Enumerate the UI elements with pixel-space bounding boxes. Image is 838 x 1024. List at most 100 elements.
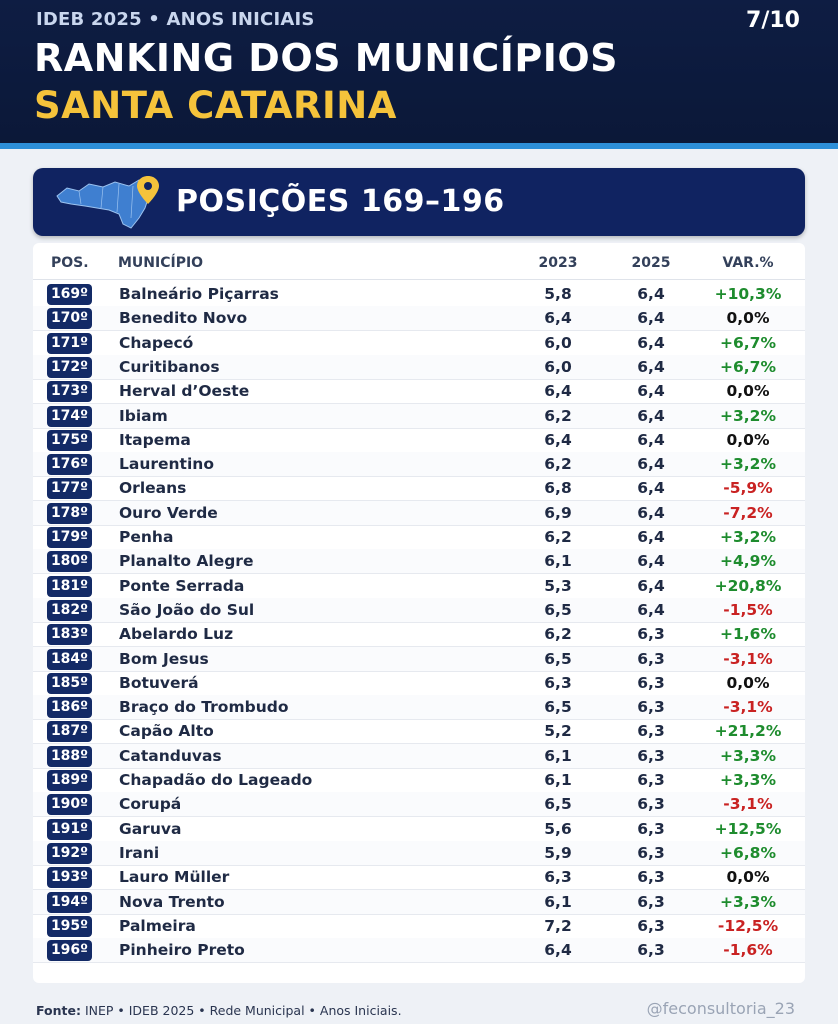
ideb-2025-value: 6,4 (637, 285, 665, 303)
position-badge: 186º (47, 697, 92, 719)
municipio-name: Penha (119, 528, 174, 546)
table-row: 171º Chapecó 6,0 6,4 +6,7% (33, 331, 805, 356)
ideb-2023-value: 6,5 (544, 600, 572, 619)
variation-value: +3,2% (720, 406, 776, 425)
ideb-2025-value: 6,3 (637, 941, 665, 960)
table-row: 175º Itapema 6,4 6,4 0,0% (33, 428, 805, 453)
position-badge: 192º (47, 842, 92, 864)
ideb-2023-value: 6,9 (544, 503, 572, 522)
municipio-name: Chapecó (119, 333, 194, 352)
ideb-2025-value: 6,3 (637, 625, 665, 644)
table-row: 180º Planalto Alegre 6,1 6,4 +4,9% (33, 549, 805, 575)
variation-value: +6,7% (720, 357, 776, 376)
footer-source: Fonte: INEP • IDEB 2025 • Rede Municipal… (36, 1003, 402, 1018)
variation-value: +3,2% (720, 528, 776, 546)
column-header-pos: POS. (51, 255, 89, 271)
position-badge: 187º (47, 721, 92, 743)
municipio-name: Abelardo Luz (119, 625, 234, 644)
santa-catarina-map-pin-icon (56, 176, 159, 229)
table-row: 173º Herval d’Oeste 6,4 6,4 0,0% (33, 379, 805, 405)
municipio-name: Botuverá (119, 673, 199, 692)
variation-value: +12,5% (714, 819, 782, 838)
variation-value: +10,3% (714, 285, 782, 303)
ideb-2023-value: 6,5 (544, 795, 572, 814)
variation-value: -3,1% (723, 649, 773, 668)
table-row: 170º Benedito Novo 6,4 6,4 0,0% (33, 306, 805, 332)
municipio-name: Herval d’Oeste (119, 382, 250, 401)
ideb-2023-value: 5,9 (544, 843, 572, 862)
variation-value: -12,5% (717, 916, 779, 935)
page-title: RANKING DOS MUNICÍPIOS (34, 36, 619, 80)
ideb-2025-value: 6,3 (637, 795, 665, 814)
footer-source-text: INEP • IDEB 2025 • Rede Municipal • Anos… (80, 1003, 402, 1018)
position-badge: 180º (47, 551, 92, 573)
table-row: 184º Bom Jesus 6,5 6,3 -3,1% (33, 646, 805, 672)
ideb-2025-value: 6,3 (637, 673, 665, 692)
ideb-2025-value: 6,3 (637, 698, 665, 717)
position-badge: 184º (47, 648, 92, 670)
variation-value: 0,0% (726, 868, 770, 887)
position-badge: 195º (47, 915, 92, 937)
municipio-name: Corupá (119, 795, 182, 814)
ideb-2025-value: 6,4 (637, 430, 665, 449)
variation-value: +4,9% (720, 552, 776, 571)
column-header-municipio: MUNICÍPIO (118, 255, 204, 271)
position-badge: 179º (47, 527, 92, 548)
municipio-name: Itapema (119, 430, 191, 449)
variation-value: +3,2% (720, 455, 776, 474)
ideb-2023-value: 6,2 (544, 406, 572, 425)
table-row: 172º Curitibanos 6,0 6,4 +6,7% (33, 354, 805, 380)
table-row: 189º Chapadão do Lageado 6,1 6,3 +3,3% (33, 768, 805, 793)
ideb-2025-value: 6,4 (637, 503, 665, 522)
column-header-var: VAR.% (722, 255, 774, 271)
variation-value: -5,9% (723, 479, 773, 498)
ideb-2023-value: 5,2 (544, 722, 572, 741)
position-badge: 185º (47, 672, 92, 694)
variation-value: +6,7% (720, 333, 776, 352)
table-row: 174º Ibiam 6,2 6,4 +3,2% (33, 403, 805, 429)
ideb-2025-value: 6,4 (637, 600, 665, 619)
ideb-2023-value: 6,5 (544, 698, 572, 717)
table-row: 191º Garuva 5,6 6,3 +12,5% (33, 817, 805, 842)
ideb-2023-value: 6,4 (544, 430, 572, 449)
municipio-name: Benedito Novo (119, 309, 248, 328)
municipio-name: Balneário Piçarras (119, 285, 279, 303)
position-badge: 194º (47, 891, 92, 913)
ideb-2025-value: 6,3 (637, 892, 665, 911)
municipio-name: Garuva (119, 819, 182, 838)
column-header-2023: 2023 (538, 255, 578, 271)
municipio-name: Braço do Trombudo (119, 698, 289, 717)
ideb-2023-value: 6,1 (544, 746, 572, 765)
municipio-name: Bom Jesus (119, 649, 209, 668)
table-row: 187º Capão Alto 5,2 6,3 +21,2% (33, 719, 805, 745)
banner-title: POSIÇÕES 169–196 (176, 184, 505, 219)
ideb-2025-value: 6,4 (637, 382, 665, 401)
table-row: 192º Irani 5,9 6,3 +6,8% (33, 840, 805, 866)
ideb-2025-value: 6,4 (637, 576, 665, 595)
column-header-2025: 2025 (631, 255, 671, 271)
variation-value: -3,1% (723, 698, 773, 717)
ideb-2023-value: 5,8 (544, 285, 572, 303)
header: IDEB 2025 • ANOS INICIAIS 7/10 RANKING D… (0, 0, 838, 143)
municipio-name: Ponte Serrada (119, 576, 245, 595)
variation-value: 0,0% (726, 430, 770, 449)
position-badge: 172º (47, 356, 92, 378)
ideb-2023-value: 5,6 (544, 819, 572, 838)
table-row: 194º Nova Trento 6,1 6,3 +3,3% (33, 889, 805, 915)
ideb-2025-value: 6,3 (637, 916, 665, 935)
position-badge: 190º (47, 794, 92, 816)
positions-banner: POSIÇÕES 169–196 (33, 168, 805, 236)
ideb-2025-value: 6,4 (637, 309, 665, 328)
ideb-2025-value: 6,4 (637, 552, 665, 571)
municipio-name: Pinheiro Preto (119, 941, 245, 960)
variation-value: +3,3% (720, 771, 776, 789)
table-row: 193º Lauro Müller 6,3 6,3 0,0% (33, 865, 805, 891)
variation-value: 0,0% (726, 673, 770, 692)
position-badge: 175º (47, 429, 92, 451)
municipio-name: Orleans (119, 479, 187, 498)
ideb-2025-value: 6,3 (637, 819, 665, 838)
table-row: 195º Palmeira 7,2 6,3 -12,5% (33, 914, 805, 939)
ideb-2025-value: 6,4 (637, 357, 665, 376)
municipio-name: Nova Trento (119, 892, 225, 911)
ideb-2023-value: 6,8 (544, 479, 572, 498)
